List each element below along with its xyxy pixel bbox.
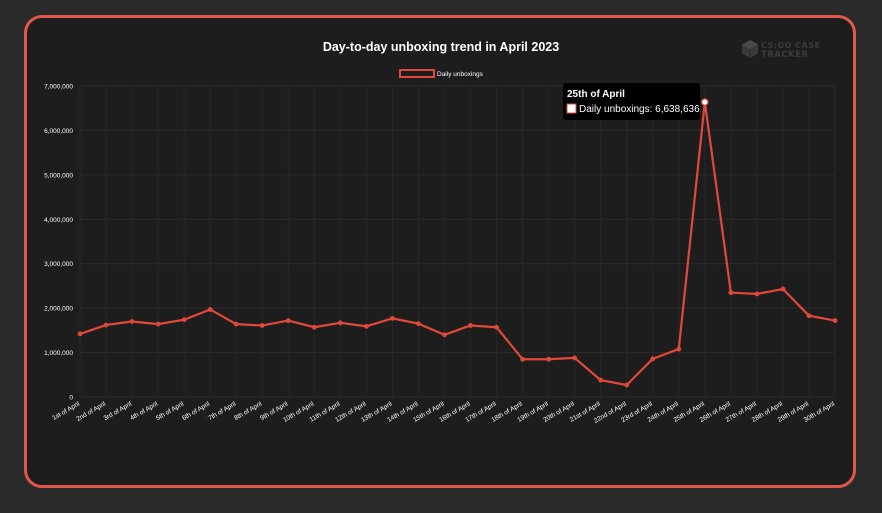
y-tick-label: 1,000,000 [44, 350, 73, 357]
tooltip-swatch [566, 103, 577, 114]
data-point[interactable] [155, 321, 161, 327]
data-point[interactable] [546, 356, 552, 362]
x-tick-label: 8th of April [233, 400, 264, 422]
brand-logo: CS:GO CASE TRACKER [742, 40, 820, 60]
x-tick-label: 5th of April [155, 400, 186, 422]
data-point[interactable] [468, 323, 473, 328]
data-point[interactable] [572, 355, 578, 361]
legend-swatch [399, 69, 435, 78]
data-point[interactable] [181, 317, 187, 323]
data-point[interactable] [676, 346, 682, 352]
y-tick-label: 6,000,000 [44, 128, 73, 135]
legend-label: Daily unboxings [437, 71, 484, 78]
data-point[interactable] [442, 332, 447, 338]
cube-icon [742, 40, 758, 58]
data-point[interactable] [207, 307, 213, 312]
data-point[interactable] [780, 286, 786, 292]
y-tick-label: 0 [69, 395, 73, 402]
data-point[interactable] [337, 320, 343, 326]
chart-title: Day-to-day unboxing trend in April 2023 [323, 40, 559, 54]
data-point[interactable] [103, 322, 109, 328]
legend[interactable]: Daily unboxings [399, 69, 484, 78]
data-point[interactable] [494, 324, 500, 330]
tooltip-label: Daily unboxings: 6,638,636 [579, 104, 700, 115]
chart-card [24, 15, 856, 488]
data-point[interactable] [806, 313, 812, 319]
x-tick-label: 4th of April [129, 400, 160, 422]
tooltip-title: 25th of April [567, 89, 625, 100]
data-point[interactable] [285, 318, 291, 324]
data-point[interactable] [754, 291, 760, 297]
data-point[interactable] [520, 356, 526, 362]
tooltip: 25th of April Daily unboxings: 6,638,636 [563, 83, 700, 120]
data-point[interactable] [363, 323, 369, 329]
data-point[interactable] [311, 324, 317, 330]
data-point[interactable] [129, 319, 135, 324]
x-tick-label: 2nd of April [75, 400, 107, 423]
brand-line-2: TRACKER [761, 50, 809, 60]
data-point[interactable] [259, 323, 265, 328]
x-tick-label: 6th of April [181, 400, 212, 422]
y-tick-label: 2,000,000 [44, 306, 73, 313]
data-point[interactable] [77, 331, 83, 337]
brand-line-1: CS:GO CASE [761, 41, 820, 50]
series-daily-unboxings [77, 98, 838, 388]
data-point[interactable] [415, 321, 421, 327]
grid-lines [79, 85, 836, 398]
data-point[interactable] [624, 382, 630, 388]
y-axis: 0 1,000,000 2,000,000 3,000,000 4,000,000 5,0… [44, 84, 73, 402]
data-point[interactable] [598, 377, 604, 383]
y-tick-label: 7,000,000 [44, 84, 73, 91]
data-point[interactable] [650, 356, 656, 362]
y-tick-label: 4,000,000 [44, 217, 73, 224]
x-tick-label: 7th of April [207, 400, 238, 422]
data-point[interactable] [728, 290, 734, 296]
data-point[interactable] [233, 321, 239, 327]
x-tick-label: 3rd of April [103, 400, 134, 422]
data-point[interactable] [701, 98, 709, 106]
data-point[interactable] [832, 318, 838, 324]
y-tick-label: 5,000,000 [44, 172, 73, 179]
tooltip-background [563, 83, 700, 120]
series-line [79, 100, 836, 387]
data-point[interactable] [389, 315, 395, 321]
y-tick-label: 3,000,000 [44, 261, 73, 268]
